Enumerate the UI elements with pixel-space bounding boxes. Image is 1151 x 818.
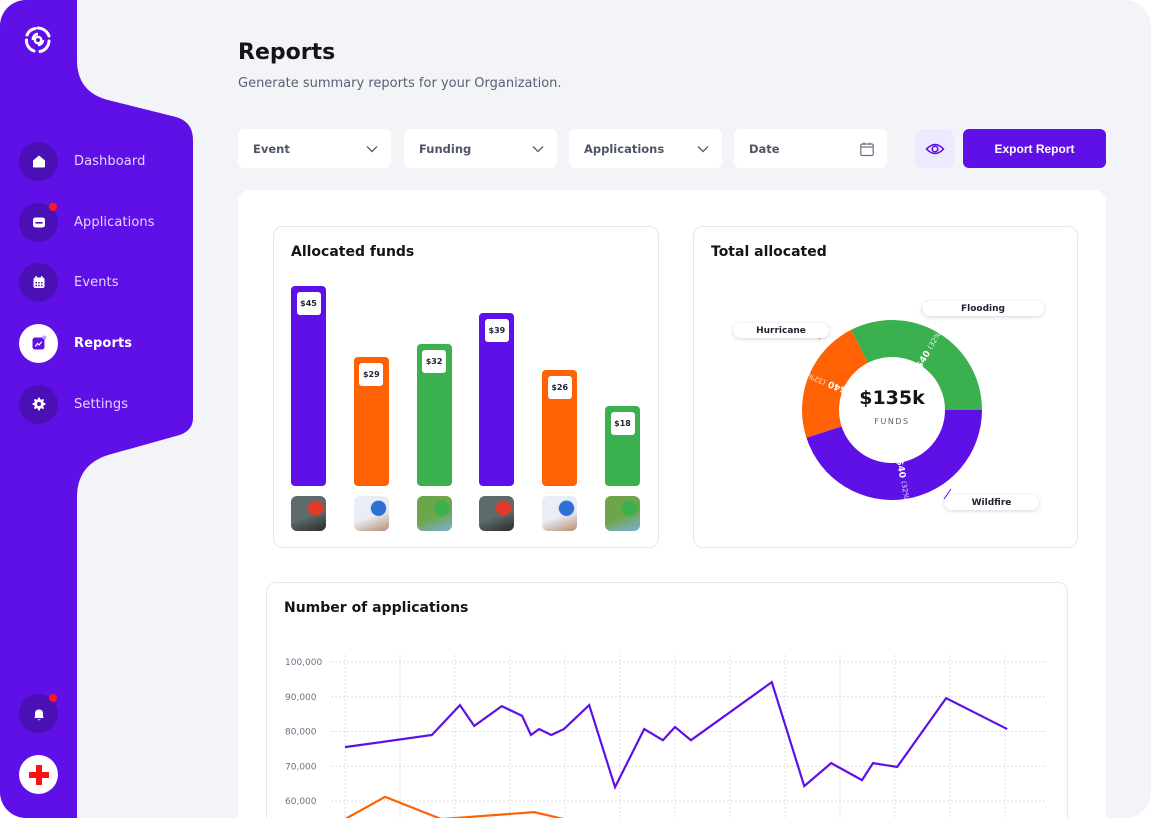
slice-value-label: $40 (32%) [894,459,911,503]
event-thumbnail[interactable] [353,496,389,531]
notification-badge [49,694,57,702]
sidebar-item-label: Settings [74,396,129,412]
sidebar-item-events[interactable]: Events [19,262,189,302]
legend-hurricane: Hurricane [733,323,829,338]
total-allocated-card: Total allocated $40 (32%) $40 (32%) $40 (3… [693,226,1078,548]
event-thumbnail[interactable] [542,496,578,531]
page-title: Reports [238,40,336,65]
sidebar-item-label: Reports [74,335,133,351]
bar-value-label: $29 [359,363,384,387]
bar-value-label: $32 [422,349,447,373]
y-tick-label: 100,000 [285,658,322,668]
sidebar-item-label: Events [74,274,119,290]
reports-panel: Allocated funds $45 $29 $32 $39 $26 $18 Total… [238,190,1106,818]
chevron-down-icon [532,145,544,152]
number-of-applications-card: Number of applications 100,000 90,000 80,0… [266,582,1068,818]
calendar-icon [19,262,58,302]
event-filter-dropdown[interactable]: Event [238,129,391,168]
organization-button[interactable] [19,755,58,794]
chart-icon [19,323,58,363]
event-thumbnail[interactable] [479,496,515,531]
card-title: Number of applications [284,600,469,616]
filter-label: Date [749,141,780,156]
y-tick-label: 60,000 [285,797,317,807]
notifications-button[interactable] [19,694,58,733]
spiral-logo-icon[interactable] [22,24,54,56]
card-title: Total allocated [711,244,827,260]
event-thumbnail[interactable] [291,496,326,531]
sidebar-item-label: Dashboard [74,153,146,169]
line-series-b[interactable] [344,795,565,818]
bar-value-label: $26 [547,376,572,400]
date-filter-input[interactable]: Date [734,129,887,168]
sidebar-item-applications[interactable]: Applications [19,202,189,242]
bar[interactable] [291,286,326,486]
bar-value-label: $39 [484,318,509,342]
y-tick-label: 90,000 [285,693,317,703]
line-series-a[interactable] [344,680,1008,791]
red-cross-icon [28,764,49,785]
legend-wildfire: Wildfire [944,495,1039,510]
notification-badge [49,202,57,211]
page-subtitle: Generate summary reports for your Organi… [238,76,562,91]
calendar-icon [860,142,874,156]
y-tick-label: 70,000 [285,762,317,772]
donut-center-label: FUNDS [874,417,909,426]
sidebar-item-dashboard[interactable]: Dashboard [19,141,189,181]
sidebar-background [0,0,193,818]
bar-value-label: $18 [610,412,635,435]
applications-filter-dropdown[interactable]: Applications [569,129,722,168]
legend-flooding: Flooding [922,301,1044,316]
filter-label: Event [253,141,290,156]
chevron-down-icon [697,145,709,152]
y-tick-label: 80,000 [285,728,317,738]
donut-slice-hurricane[interactable] [802,329,868,438]
export-report-button[interactable]: Export Report [963,129,1106,168]
filter-label: Applications [584,141,665,156]
filter-label: Funding [419,141,472,156]
bar-value-label: $45 [296,292,321,315]
donut-center-value: $135k [859,387,925,409]
home-icon [19,141,58,181]
bell-icon [33,709,44,720]
eye-icon [924,143,945,154]
line-chart: 100,000 90,000 80,000 70,000 60,000 [285,655,1045,818]
allocated-funds-card: Allocated funds $45 $29 $32 $39 $26 $18 [273,226,659,548]
event-thumbnail[interactable] [605,496,640,531]
donut-slice-wildfire[interactable] [806,410,982,500]
sidebar-item-settings[interactable]: Settings [19,384,189,424]
gear-icon [19,384,58,424]
folder-icon [19,202,58,242]
funding-filter-dropdown[interactable]: Funding [404,129,557,168]
preview-button[interactable] [915,129,954,168]
chevron-down-icon [366,145,378,152]
card-title: Allocated funds [291,244,415,260]
donut-slice-flooding[interactable] [851,320,982,410]
event-thumbnail[interactable] [416,496,452,531]
sidebar-item-reports[interactable]: Reports [19,323,189,363]
sidebar-item-label: Applications [74,214,155,230]
